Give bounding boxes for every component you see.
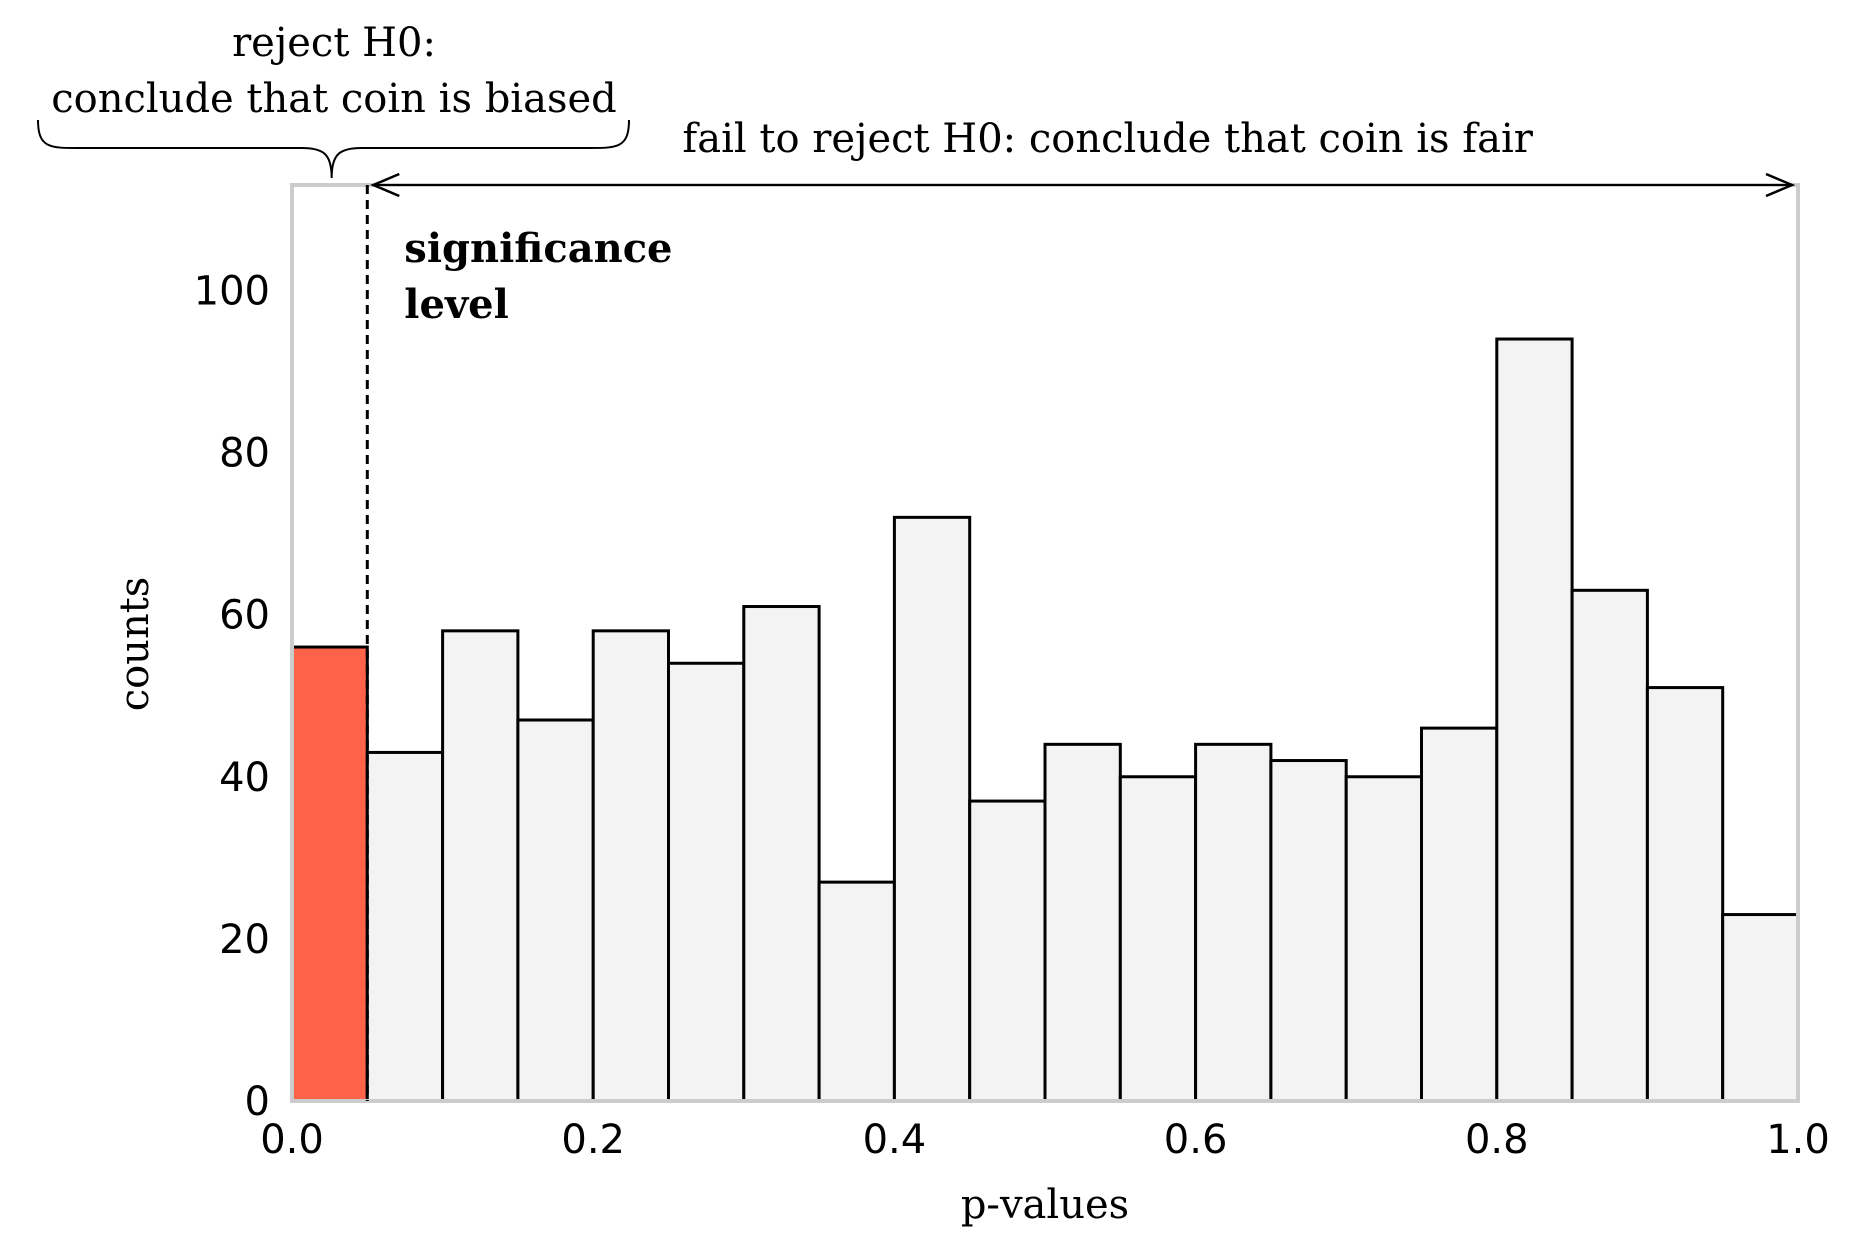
significance-label-line2: level <box>404 281 509 328</box>
x-axis-label: p-values <box>961 1182 1129 1228</box>
histogram-bar <box>1194 742 1273 1103</box>
fail-to-reject-arrow <box>370 172 1796 198</box>
histogram-bar <box>1118 775 1198 1103</box>
x-tick-label: 0.8 <box>1465 1117 1529 1163</box>
x-tick-label: 0.0 <box>260 1117 324 1163</box>
histogram-bar <box>365 750 445 1103</box>
histogram-bar <box>1721 913 1800 1103</box>
y-tick-label: 60 <box>219 593 270 639</box>
histogram-bar <box>1495 337 1574 1103</box>
arrow-head-right <box>1765 172 1796 198</box>
histogram-bar <box>1269 759 1348 1103</box>
histogram-bar <box>441 629 520 1103</box>
y-tick-label: 20 <box>219 917 270 963</box>
x-tick-label: 0.4 <box>863 1117 927 1163</box>
reject-label-line2: conclude that coin is biased <box>51 76 617 122</box>
y-tick-label: 80 <box>219 431 270 477</box>
significance-label-line1: significance <box>404 225 672 272</box>
reject-label-line1: reject H0: <box>232 20 436 66</box>
histogram-bar <box>516 718 595 1103</box>
histogram-bar <box>1420 726 1499 1103</box>
x-tick-label: 0.6 <box>1164 1117 1228 1163</box>
x-tick-label: 0.2 <box>561 1117 625 1163</box>
histogram-bar-significant <box>290 645 369 1103</box>
histogram-bar <box>1645 686 1725 1103</box>
histogram-bar <box>968 799 1047 1103</box>
y-tick-label: 100 <box>194 268 270 314</box>
y-tick-label: 40 <box>219 755 270 801</box>
histogram-bar <box>817 880 896 1103</box>
fail-to-reject-label: fail to reject H0: conclude that coin is… <box>682 116 1533 162</box>
x-tick-label: 1.0 <box>1766 1117 1830 1163</box>
bars-layer <box>290 337 1800 1103</box>
y-axis-label: counts <box>112 577 158 712</box>
arrow-head-left <box>370 172 400 198</box>
histogram-bar <box>1570 588 1649 1103</box>
histogram-bar <box>667 661 746 1103</box>
histogram-bar <box>591 629 671 1103</box>
histogram-bar <box>742 605 821 1103</box>
histogram-bar <box>1043 742 1122 1103</box>
ticks-layer: 0.0 0.2 0.4 0.6 0.8 1.0 0 20 40 60 80 100 <box>194 268 1830 1163</box>
histogram-bar <box>892 515 972 1103</box>
y-tick-label: 0 <box>245 1079 270 1125</box>
reject-brace <box>37 119 630 179</box>
histogram-bar <box>1344 775 1423 1103</box>
